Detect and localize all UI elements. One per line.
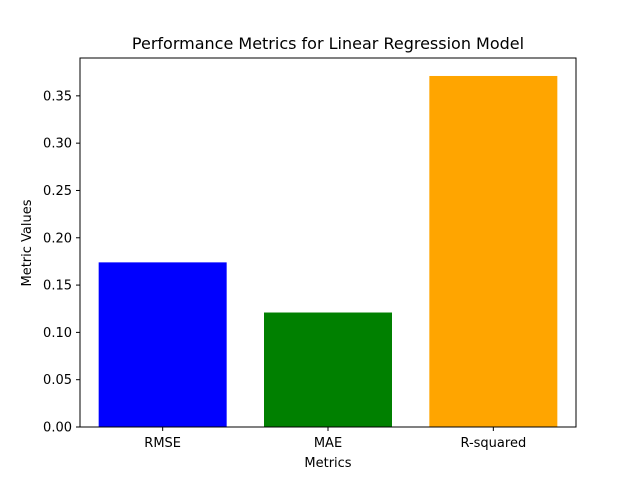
x-tick-label: R-squared (460, 436, 526, 451)
y-tick-label: 0.35 (43, 89, 72, 104)
bars-layer (98, 75, 558, 427)
bar-mae (264, 312, 392, 427)
bar-rmse (98, 262, 227, 427)
x-axis-label: Metrics (304, 456, 351, 471)
x-axis: RMSE MAE R-squared (144, 427, 526, 451)
y-axis-label: Metric Values (20, 199, 35, 286)
plot-frame (79, 57, 577, 428)
y-tick-label: 0.00 (43, 421, 72, 436)
y-tick-label: 0.20 (43, 231, 72, 246)
x-tick-label: RMSE (144, 436, 181, 451)
y-tick-label: 0.10 (43, 326, 72, 341)
y-tick-label: 0.25 (43, 184, 72, 199)
y-tick-label: 0.15 (43, 279, 72, 294)
x-tick-label: MAE (314, 436, 342, 451)
chart-title: Performance Metrics for Linear Regressio… (132, 34, 524, 53)
y-tick-label: 0.05 (43, 373, 72, 388)
bar-r-squared (429, 75, 558, 427)
y-tick-label: 0.30 (43, 137, 72, 152)
y-axis: 0.00 0.05 0.10 0.15 0.20 0.25 0.30 0.35 (43, 89, 80, 436)
